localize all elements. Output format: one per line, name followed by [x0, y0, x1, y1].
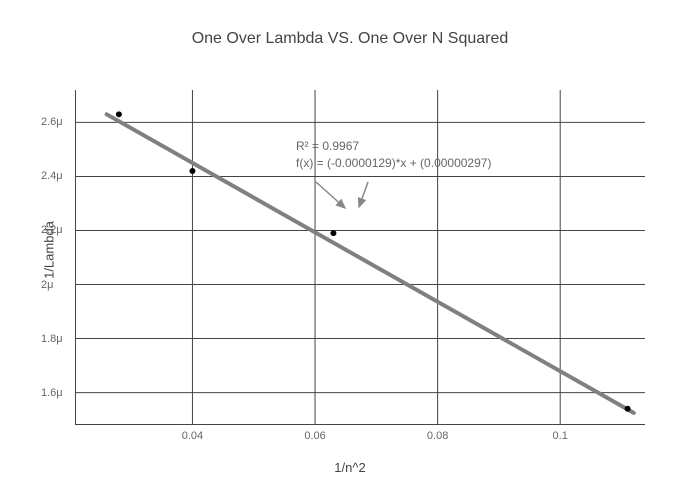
- data-point: [625, 406, 631, 412]
- annotation-arrow-1: [316, 182, 345, 208]
- chart-title: One Over Lambda VS. One Over N Squared: [0, 0, 700, 48]
- y-tick-label: 2.2μ: [41, 224, 63, 236]
- r-squared-text: R² = 0.9967: [296, 138, 491, 155]
- data-point: [330, 230, 336, 236]
- y-tick-label: 1.6μ: [41, 387, 63, 399]
- x-tick-label: 0.08: [427, 430, 448, 442]
- y-tick-label: 2μ: [41, 279, 53, 291]
- y-tick-label: 2.4μ: [41, 170, 63, 182]
- annotation-arrow-2: [359, 182, 368, 207]
- plot-area: 0.040.060.080.1 1.6μ1.8μ2μ2.2μ2.4μ2.6μ R…: [75, 90, 645, 425]
- regression-annotation: R² = 0.9967 f(x) = (-0.0000129)*x + (0.0…: [296, 138, 491, 172]
- data-point: [116, 111, 122, 117]
- equation-text: f(x) = (-0.0000129)*x + (0.00000297): [296, 155, 491, 172]
- y-tick-label: 2.6μ: [41, 116, 63, 128]
- data-point: [189, 168, 195, 174]
- x-tick-label: 0.1: [553, 430, 568, 442]
- y-tick-label: 1.8μ: [41, 333, 63, 345]
- x-tick-label: 0.06: [304, 430, 325, 442]
- chart-container: One Over Lambda VS. One Over N Squared 1…: [0, 0, 700, 500]
- x-axis-label: 1/n^2: [334, 460, 365, 475]
- x-tick-label: 0.04: [182, 430, 203, 442]
